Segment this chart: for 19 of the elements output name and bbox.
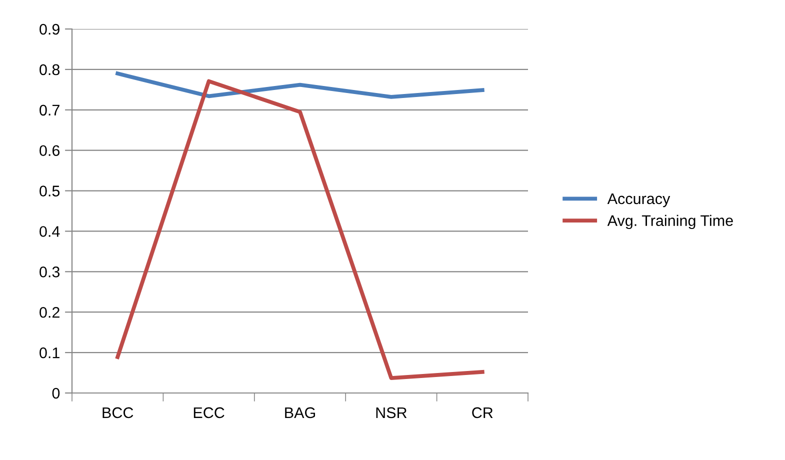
y-tick-label: 0.3: [40, 266, 60, 278]
y-tick-label: 0.1: [40, 347, 60, 358]
y-tick-label: 0.7: [40, 104, 60, 116]
x-tick-label: ECC: [194, 407, 224, 418]
x-tick-label: BAG: [285, 407, 315, 418]
legend-label: Accuracy: [607, 194, 670, 208]
y-tick-label: 0.9: [40, 24, 60, 35]
line-series: [116, 72, 484, 99]
y-tick-label: 0.5: [40, 186, 60, 196]
legend-label: Avg. Training Time: [607, 214, 733, 230]
x-tick-label: NSR: [376, 407, 407, 418]
x-tick-label: CR: [472, 407, 493, 418]
y-tick-label: 0.6: [40, 145, 60, 156]
line-series: [116, 79, 484, 380]
y-tick-label: 0: [52, 388, 60, 399]
y-tick-label: 0.4: [40, 226, 60, 237]
y-tick-label: 0.8: [40, 64, 60, 76]
y-tick-label: 0.2: [40, 306, 60, 318]
x-tick-label: BCC: [102, 407, 134, 418]
